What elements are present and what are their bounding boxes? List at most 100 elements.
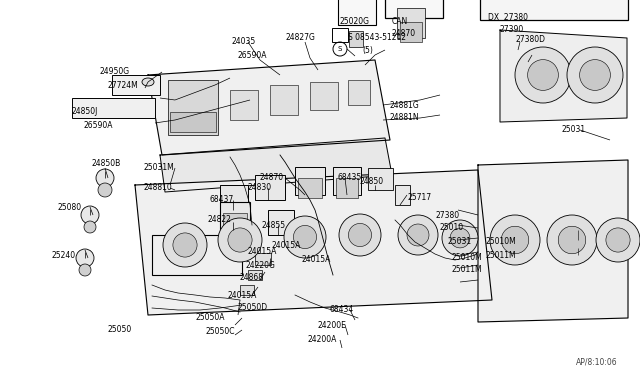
Circle shape — [81, 206, 99, 224]
Text: 248810: 248810 — [143, 183, 172, 192]
Text: 24868: 24868 — [240, 273, 264, 282]
Text: 68437: 68437 — [210, 196, 234, 205]
Text: 25010M: 25010M — [485, 237, 516, 247]
Text: 24035: 24035 — [232, 38, 256, 46]
Circle shape — [79, 264, 91, 276]
Bar — [152, 235, 242, 275]
Circle shape — [84, 221, 96, 233]
Text: 25011M: 25011M — [452, 266, 483, 275]
Bar — [270, 85, 298, 115]
Bar — [220, 185, 248, 210]
Ellipse shape — [142, 78, 154, 86]
Text: AP/8:10:06: AP/8:10:06 — [577, 357, 618, 366]
Text: 24870: 24870 — [260, 173, 284, 183]
Circle shape — [527, 60, 558, 90]
Bar — [248, 270, 262, 280]
Circle shape — [547, 215, 597, 265]
Text: 24015A: 24015A — [272, 241, 301, 250]
Text: 24850J: 24850J — [72, 108, 99, 116]
Text: 25050A: 25050A — [195, 314, 225, 323]
Circle shape — [606, 228, 630, 252]
Bar — [295, 167, 325, 195]
Circle shape — [98, 183, 112, 197]
Circle shape — [228, 228, 252, 252]
Text: 27724M: 27724M — [108, 81, 139, 90]
Text: 25010M: 25010M — [452, 253, 483, 263]
Text: 25050D: 25050D — [238, 304, 268, 312]
Text: 27380D: 27380D — [515, 35, 545, 45]
Polygon shape — [478, 160, 628, 322]
Text: 25031M: 25031M — [143, 164, 173, 173]
Bar — [310, 82, 338, 110]
Text: 25240: 25240 — [52, 250, 76, 260]
Bar — [385, 0, 443, 18]
Text: 25050C: 25050C — [205, 327, 234, 337]
Circle shape — [163, 223, 207, 267]
Circle shape — [450, 228, 470, 248]
Text: 25031: 25031 — [562, 125, 586, 135]
Text: 24200A: 24200A — [308, 336, 337, 344]
Bar — [220, 202, 250, 230]
Text: 24870: 24870 — [392, 29, 416, 38]
Bar — [397, 8, 425, 38]
Circle shape — [580, 60, 611, 90]
Circle shape — [515, 47, 571, 103]
Bar — [168, 80, 218, 135]
Circle shape — [284, 216, 326, 258]
Bar — [255, 175, 285, 200]
Text: S 08543-51212: S 08543-51212 — [348, 33, 406, 42]
Text: (5): (5) — [362, 45, 373, 55]
Circle shape — [348, 224, 372, 247]
Text: 27390: 27390 — [500, 26, 524, 35]
Text: 24015A: 24015A — [228, 291, 257, 299]
Bar — [255, 253, 271, 265]
Text: 24822: 24822 — [208, 215, 232, 224]
Text: 24850B: 24850B — [92, 158, 121, 167]
Text: 68434: 68434 — [330, 305, 355, 314]
Bar — [400, 22, 422, 42]
Circle shape — [76, 249, 94, 267]
Text: 25031: 25031 — [448, 237, 472, 247]
Text: S: S — [338, 46, 342, 52]
Text: 24881G: 24881G — [390, 100, 420, 109]
Bar — [333, 167, 361, 195]
Circle shape — [596, 218, 640, 262]
Circle shape — [442, 220, 478, 256]
Text: 24830: 24830 — [248, 183, 272, 192]
Text: 25020G: 25020G — [340, 17, 370, 26]
Circle shape — [501, 226, 529, 254]
Polygon shape — [135, 170, 492, 315]
Text: DX  27380: DX 27380 — [488, 13, 528, 22]
Circle shape — [218, 218, 262, 262]
Text: 25717: 25717 — [408, 193, 432, 202]
Text: 24220G: 24220G — [245, 260, 275, 269]
Circle shape — [96, 169, 114, 187]
Circle shape — [490, 215, 540, 265]
Text: 24827G: 24827G — [285, 33, 315, 42]
Bar — [480, 0, 628, 20]
Circle shape — [407, 224, 429, 246]
Text: 25080: 25080 — [58, 203, 82, 212]
Text: 24015A: 24015A — [302, 256, 332, 264]
Text: 26590A: 26590A — [84, 121, 113, 129]
Bar — [112, 75, 160, 95]
Polygon shape — [148, 60, 390, 155]
Bar — [338, 0, 376, 25]
Bar — [72, 98, 155, 118]
Bar — [368, 168, 393, 190]
Text: 24881N: 24881N — [390, 113, 420, 122]
Bar — [170, 112, 216, 132]
Text: 24850: 24850 — [360, 177, 384, 186]
Bar — [298, 178, 322, 198]
Bar — [395, 185, 410, 205]
Circle shape — [558, 226, 586, 254]
Bar — [349, 31, 363, 47]
Text: 24015A: 24015A — [248, 247, 277, 257]
Polygon shape — [160, 138, 392, 192]
Circle shape — [398, 215, 438, 255]
Circle shape — [567, 47, 623, 103]
Circle shape — [339, 214, 381, 256]
Text: CAN: CAN — [392, 17, 408, 26]
Bar — [223, 213, 247, 233]
Bar — [240, 285, 254, 295]
